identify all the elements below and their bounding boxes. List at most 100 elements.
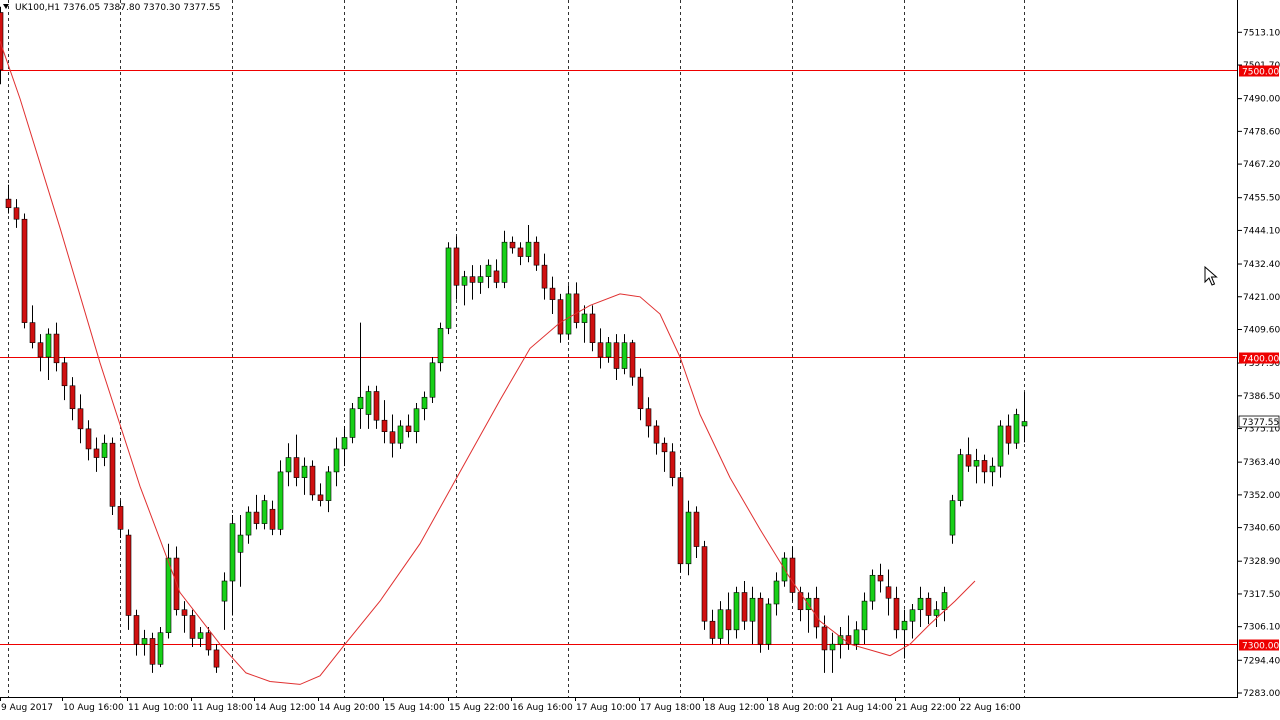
candle-body: [725, 609, 732, 631]
candle-body: [261, 500, 268, 524]
candle-body: [141, 638, 148, 645]
candle-body: [477, 276, 484, 283]
x-tick-label: 16 Aug 16:00: [512, 703, 573, 713]
candle-body: [749, 597, 756, 622]
candle-body: [357, 396, 364, 410]
candle-body: [765, 603, 772, 645]
candle-body: [573, 293, 580, 323]
current-price-value: 7377.55: [1242, 418, 1279, 428]
candle-body: [453, 247, 460, 286]
candle-body: [701, 546, 708, 622]
y-tick-label: 7478.60: [1243, 127, 1280, 137]
y-tick-label: 7467.20: [1243, 160, 1280, 170]
candle-body: [277, 471, 284, 530]
x-tick-label: 9 Aug 2017: [1, 703, 53, 713]
candle-body: [517, 247, 524, 257]
y-tick-label: 7421.00: [1243, 293, 1280, 303]
candle-body: [669, 451, 676, 478]
candle-body: [469, 276, 476, 283]
x-tick-label: 17 Aug 18:00: [640, 703, 701, 713]
x-tick-label: 22 Aug 16:00: [960, 703, 1021, 713]
time-axis: 9 Aug 2017 10 Aug 16:00 11 Aug 10:00 11 Aug…: [0, 697, 1021, 713]
candle-body: [301, 465, 308, 478]
candle-body: [429, 362, 436, 398]
candle-body: [949, 500, 956, 536]
candle-body: [581, 313, 588, 323]
candle-body: [125, 534, 132, 616]
pointer-arrow-icon: [1204, 265, 1218, 286]
candle-body: [317, 494, 324, 501]
candle-body: [829, 643, 836, 651]
candle-body: [421, 396, 428, 410]
candle-body: [21, 218, 28, 323]
candle-body: [445, 247, 452, 329]
y-tick-label: 7409.60: [1243, 325, 1280, 335]
candle-body: [629, 342, 636, 378]
candle-body: [677, 477, 684, 565]
x-tick-label: 14 Aug 12:00: [255, 703, 316, 713]
candle-body: [333, 448, 340, 473]
candle-body: [285, 457, 292, 473]
candle-body: [77, 408, 84, 430]
candle-body: [437, 328, 444, 364]
candle-body: [877, 574, 884, 582]
candle-body: [1013, 414, 1020, 444]
candle-body: [773, 580, 780, 605]
candle-body: [645, 408, 652, 427]
candle-body: [909, 609, 916, 622]
y-tick-label: 7340.60: [1243, 524, 1280, 534]
y-tick-label: 7386.50: [1243, 392, 1280, 402]
triangle-down-icon[interactable]: [3, 4, 9, 9]
candle-body: [237, 534, 244, 553]
candle-body: [1021, 421, 1028, 427]
candle-body: [381, 419, 388, 433]
candle-body: [1005, 425, 1012, 444]
candle-body: [541, 264, 548, 289]
candle-body: [621, 342, 628, 369]
level-label-box: [1239, 352, 1279, 364]
candle-body: [605, 342, 612, 358]
chart-header: UK100,H1 7376.05 7387.80 7370.30 7377.55: [3, 3, 220, 13]
level-label-box: [1239, 639, 1279, 651]
candle-body: [821, 626, 828, 651]
candle-body: [205, 632, 212, 651]
candle-body: [885, 586, 892, 599]
candle-body: [653, 425, 660, 444]
candle-body: [861, 600, 868, 631]
candle-body: [789, 557, 796, 593]
candle-body: [69, 385, 76, 410]
candle-body: [309, 465, 316, 496]
candle-body: [893, 597, 900, 631]
candle-body: [917, 597, 924, 611]
candle-body: [997, 425, 1004, 467]
candle-body: [197, 632, 204, 639]
candle-body: [53, 333, 60, 364]
candle-body: [853, 629, 860, 645]
x-tick-label: 11 Aug 10:00: [128, 703, 189, 713]
y-tick-label: 7432.40: [1243, 260, 1280, 270]
candle-body: [165, 557, 172, 634]
candle-body: [269, 508, 276, 530]
candle-body: [117, 506, 124, 530]
candle-body: [245, 511, 252, 536]
candle-body: [533, 241, 540, 266]
candle-body: [405, 425, 412, 433]
y-tick-label: 7294.40: [1243, 656, 1280, 666]
candle-body: [565, 293, 572, 335]
candle-body: [85, 428, 92, 450]
candle-body: [493, 270, 500, 283]
candle-body: [733, 592, 740, 631]
candle-body: [461, 276, 468, 286]
level-label-box: [1239, 65, 1279, 77]
y-tick-label: 7328.90: [1243, 557, 1280, 567]
y-tick-label: 7455.50: [1243, 194, 1280, 204]
candle-body: [965, 454, 972, 467]
y-tick-label: 7490.00: [1243, 95, 1280, 105]
candle-body: [709, 620, 716, 639]
candle-body: [253, 511, 260, 524]
level-label: 7400.00: [1242, 355, 1279, 365]
x-tick-label: 18 Aug 12:00: [704, 703, 765, 713]
candle-body: [397, 425, 404, 444]
